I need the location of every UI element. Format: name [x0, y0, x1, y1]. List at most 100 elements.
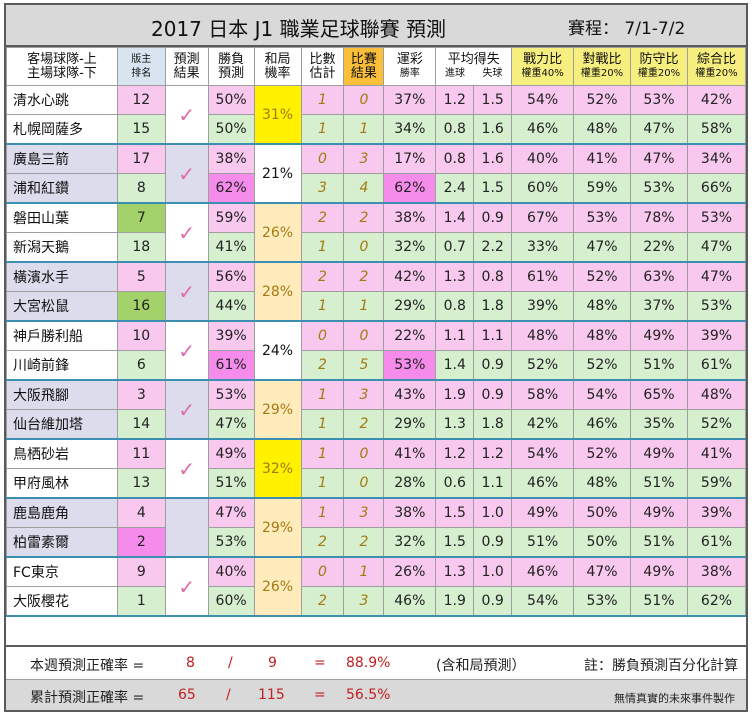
calculation-note: 註：勝負預測百分化計算 [584, 658, 738, 674]
power-ratio: 51% [511, 527, 575, 558]
power-ratio: 61% [511, 261, 575, 292]
defense-ratio: 37% [630, 291, 688, 322]
team-name: 清水心跳 [6, 85, 118, 115]
vs-ratio: 52% [573, 85, 631, 115]
page-title: 2017 日本 J1 職業足球聯賽 預測 [151, 17, 446, 41]
lottery-win-rate: 26% [383, 556, 437, 587]
goals-for: 2.4 [435, 173, 475, 204]
match-result: 0 [343, 438, 385, 469]
cumulative-percent: 56.5% [346, 687, 391, 703]
vs-ratio: 53% [573, 586, 631, 617]
score-estimate: 0 [300, 143, 345, 174]
match-result: 0 [343, 232, 385, 263]
cumulative-total: 115 [258, 687, 285, 703]
table-row: 大阪櫻花 1 60% 2 3 46% 1.9 0.9 54% 53% 51% 62% [6, 586, 747, 617]
score-estimate: 1 [300, 114, 345, 145]
table-row: 甲府風林 13 51% 1 0 28% 0.6 1.1 46% 48% 51% 59% [6, 468, 747, 499]
team-rank: 6 [116, 350, 166, 381]
vs-ratio: 53% [573, 202, 631, 233]
goals-against: 1.8 [473, 291, 513, 322]
weekly-accuracy-row: 本週預測正確率 = 8 / 9 = 88.9% (含和局預測） 註：勝負預測百分… [6, 645, 746, 679]
team-name: 仙台維加塔 [6, 409, 118, 440]
vs-ratio: 41% [573, 143, 631, 174]
total-ratio: 34% [686, 143, 747, 174]
table-row: 廣島三箭 17 ✓ 38% 21% 0 3 17% 0.8 1.6 40% 41% 47% 34% [6, 143, 747, 204]
power-ratio: 48% [511, 320, 575, 351]
lottery-win-rate: 32% [383, 527, 437, 558]
defense-ratio: 51% [630, 527, 688, 558]
goals-against: 1.6 [473, 143, 513, 174]
goals-for: 1.2 [435, 85, 475, 115]
defense-ratio: 53% [630, 173, 688, 204]
team-rank: 5 [116, 261, 166, 292]
match-result: 4 [343, 173, 385, 204]
win-prediction: 47% [207, 409, 255, 440]
match-result: 1 [343, 556, 385, 587]
prediction-check: ✓ [164, 320, 209, 381]
goals-for: 1.1 [435, 320, 475, 351]
goals-against: 1.1 [473, 468, 513, 499]
table-row: 新潟天鵝 18 41% 1 0 32% 0.7 2.2 33% 47% 22% 47% [6, 232, 747, 263]
power-ratio: 67% [511, 202, 575, 233]
team-rank: 4 [116, 497, 166, 528]
goals-for: 1.4 [435, 202, 475, 233]
win-prediction: 44% [207, 291, 255, 322]
score-estimate: 2 [300, 350, 345, 381]
goals-against: 0.9 [473, 527, 513, 558]
match-result: 2 [343, 409, 385, 440]
lottery-win-rate: 41% [383, 438, 437, 469]
draw-probability: 26% [253, 202, 302, 263]
team-rank: 9 [116, 556, 166, 587]
vs-ratio: 48% [573, 468, 631, 499]
header-defense-ratio: 防守比 權重20% [630, 47, 688, 86]
win-prediction: 49% [207, 438, 255, 469]
power-ratio: 46% [511, 468, 575, 499]
prediction-check [164, 497, 209, 558]
goals-against: 0.9 [473, 586, 513, 617]
defense-ratio: 51% [630, 350, 688, 381]
win-prediction: 39% [207, 320, 255, 351]
total-ratio: 38% [686, 556, 747, 587]
week-label: 本週預測正確率 = [30, 658, 145, 674]
prediction-check: ✓ [164, 556, 209, 617]
score-estimate: 1 [300, 497, 345, 528]
team-rank: 2 [116, 527, 166, 558]
team-rank: 17 [116, 143, 166, 174]
defense-ratio: 51% [630, 586, 688, 617]
total-ratio: 53% [686, 291, 747, 322]
win-prediction: 50% [207, 114, 255, 145]
score-estimate: 1 [300, 438, 345, 469]
team-rank: 3 [116, 379, 166, 410]
total-ratio: 41% [686, 438, 747, 469]
goals-for: 1.3 [435, 409, 475, 440]
vs-ratio: 59% [573, 173, 631, 204]
week-note: (含和局預測） [436, 658, 526, 674]
total-ratio: 52% [686, 409, 747, 440]
score-estimate: 1 [300, 409, 345, 440]
total-ratio: 48% [686, 379, 747, 410]
team-name: FC東京 [6, 556, 118, 587]
defense-ratio: 22% [630, 232, 688, 263]
goals-for: 0.7 [435, 232, 475, 263]
prediction-check: ✓ [164, 379, 209, 440]
match-result: 0 [343, 320, 385, 351]
defense-ratio: 49% [630, 320, 688, 351]
match-result: 0 [343, 468, 385, 499]
vs-ratio: 50% [573, 527, 631, 558]
win-prediction: 50% [207, 85, 255, 115]
score-estimate: 2 [300, 261, 345, 292]
team-name: 川崎前鋒 [6, 350, 118, 381]
match-result: 1 [343, 291, 385, 322]
team-name: 橫濱水手 [6, 261, 118, 292]
goals-for: 1.9 [435, 586, 475, 617]
goals-against: 1.8 [473, 409, 513, 440]
table-row: 川崎前鋒 6 61% 2 5 53% 1.4 0.9 52% 52% 51% 61% [6, 350, 747, 381]
header-win-prediction: 勝負 預測 [207, 47, 255, 86]
prediction-table: 客場球隊-上 主場球隊-下 版主 排名 預測 結果 勝負 預測 和局 機率 比數 估計 比賽… [6, 47, 747, 617]
header-power-ratio: 戰力比 權重40% [511, 47, 575, 86]
team-name: 柏雷素爾 [6, 527, 118, 558]
lottery-win-rate: 17% [383, 143, 437, 174]
team-name: 磐田山葉 [6, 202, 118, 233]
power-ratio: 54% [511, 438, 575, 469]
team-name: 廣島三箭 [6, 143, 118, 174]
